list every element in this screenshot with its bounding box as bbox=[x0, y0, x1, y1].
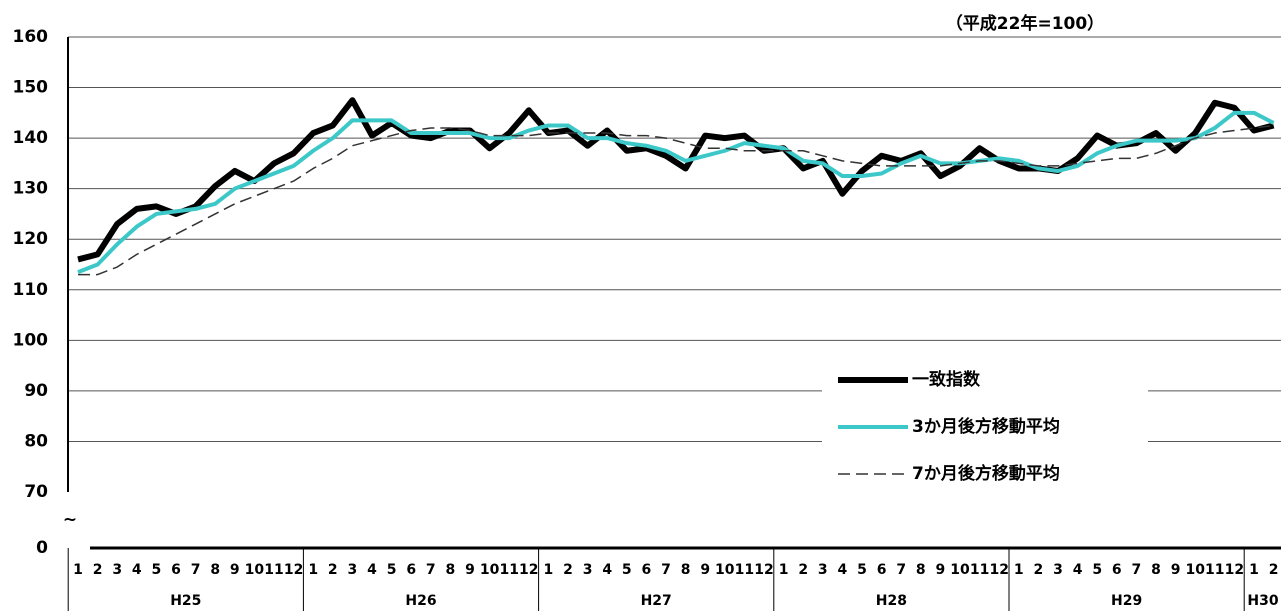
x-tick-label: 12 bbox=[1225, 562, 1244, 578]
x-tick-label: 12 bbox=[284, 562, 303, 578]
x-tick-label: 7 bbox=[191, 562, 201, 578]
x-tick-label: 9 bbox=[936, 562, 946, 578]
x-tick-label: 5 bbox=[152, 562, 162, 578]
legend-label: 7か月後方移動平均 bbox=[912, 463, 1060, 484]
x-tick-label: 3 bbox=[583, 562, 593, 578]
x-group-label: H26 bbox=[405, 593, 436, 609]
x-tick-label: 8 bbox=[916, 562, 926, 578]
x-tick-label: 6 bbox=[406, 562, 416, 578]
x-tick-label: 6 bbox=[642, 562, 652, 578]
y-tick-label: 110 bbox=[13, 280, 49, 300]
x-tick-label: 2 bbox=[563, 562, 573, 578]
x-tick-label: 12 bbox=[989, 562, 1008, 578]
x-tick-label: 3 bbox=[112, 562, 122, 578]
y-tick-label: 140 bbox=[13, 128, 49, 148]
x-tick-label: 2 bbox=[93, 562, 103, 578]
x-tick-label: 1 bbox=[308, 562, 318, 578]
y-tick-label: 90 bbox=[24, 381, 48, 401]
x-tick-label: 1 bbox=[1014, 562, 1024, 578]
x-tick-label: 1 bbox=[73, 562, 83, 578]
x-tick-label: 9 bbox=[700, 562, 710, 578]
x-tick-label: 1 bbox=[1249, 562, 1259, 578]
series-line bbox=[77, 110, 1275, 274]
x-tick-label: 2 bbox=[1269, 562, 1279, 578]
x-tick-label: 5 bbox=[387, 562, 397, 578]
x-tick-label: 3 bbox=[1053, 562, 1063, 578]
x-tick-label: 9 bbox=[230, 562, 240, 578]
x-tick-label: 10 bbox=[480, 562, 500, 578]
x-group-label: H27 bbox=[641, 593, 672, 609]
x-tick-label: 4 bbox=[132, 562, 142, 578]
x-tick-label: 10 bbox=[950, 562, 970, 578]
x-tick-label: 7 bbox=[896, 562, 906, 578]
x-tick-label: 6 bbox=[1112, 562, 1122, 578]
x-tick-label: 2 bbox=[328, 562, 338, 578]
x-group-label: H28 bbox=[876, 593, 907, 609]
x-tick-label: 2 bbox=[798, 562, 808, 578]
x-tick-label: 11 bbox=[1205, 562, 1224, 578]
series-line bbox=[78, 124, 1274, 276]
x-tick-label: 12 bbox=[754, 562, 773, 578]
x-tick-label: 11 bbox=[499, 562, 518, 578]
x-tick-label: 1 bbox=[779, 562, 789, 578]
x-tick-label: 8 bbox=[446, 562, 456, 578]
legend-label: 一致指数 bbox=[912, 369, 981, 390]
x-tick-label: 3 bbox=[348, 562, 358, 578]
legend-label: 3か月後方移動平均 bbox=[912, 416, 1060, 437]
x-tick-label: 7 bbox=[426, 562, 436, 578]
y-tick-label: 120 bbox=[13, 229, 49, 249]
x-tick-label: 5 bbox=[622, 562, 632, 578]
y-tick-label: 80 bbox=[24, 431, 48, 451]
series-line bbox=[77, 97, 1275, 263]
y-tick-label: 100 bbox=[13, 330, 49, 350]
x-tick-label: 4 bbox=[367, 562, 377, 578]
x-tick-label: 9 bbox=[465, 562, 475, 578]
x-tick-label: 5 bbox=[857, 562, 867, 578]
y-tick-label: 130 bbox=[13, 179, 49, 199]
chart-note: （平成22年=100） bbox=[946, 13, 1104, 34]
x-tick-label: 6 bbox=[877, 562, 887, 578]
axis-break: ~ bbox=[63, 510, 77, 530]
x-tick-label: 11 bbox=[735, 562, 754, 578]
x-tick-label: 4 bbox=[838, 562, 848, 578]
y-tick-label: 70 bbox=[24, 482, 48, 502]
x-tick-label: 4 bbox=[1073, 562, 1083, 578]
x-tick-label: 3 bbox=[818, 562, 828, 578]
x-tick-label: 7 bbox=[661, 562, 671, 578]
x-group-label: H29 bbox=[1111, 593, 1142, 609]
x-tick-label: 8 bbox=[1151, 562, 1161, 578]
x-group-label: H25 bbox=[170, 593, 201, 609]
y-tick-label: 160 bbox=[13, 27, 49, 47]
x-tick-label: 5 bbox=[1092, 562, 1102, 578]
x-tick-label: 8 bbox=[681, 562, 691, 578]
x-tick-label: 10 bbox=[245, 562, 265, 578]
x-tick-label: 11 bbox=[264, 562, 283, 578]
x-group-label: H30 bbox=[1247, 593, 1278, 609]
x-tick-label: 1 bbox=[544, 562, 554, 578]
x-tick-label: 7 bbox=[1132, 562, 1142, 578]
x-tick-label: 10 bbox=[1185, 562, 1205, 578]
x-tick-label: 4 bbox=[602, 562, 612, 578]
x-tick-label: 11 bbox=[970, 562, 989, 578]
x-tick-label: 9 bbox=[1171, 562, 1181, 578]
x-tick-label: 12 bbox=[519, 562, 538, 578]
x-tick-label: 8 bbox=[210, 562, 220, 578]
x-tick-label: 2 bbox=[1034, 562, 1044, 578]
y-tick-label: 0 bbox=[36, 538, 48, 558]
y-tick-label: 150 bbox=[13, 78, 49, 98]
x-tick-label: 10 bbox=[715, 562, 735, 578]
x-tick-label: 6 bbox=[171, 562, 181, 578]
